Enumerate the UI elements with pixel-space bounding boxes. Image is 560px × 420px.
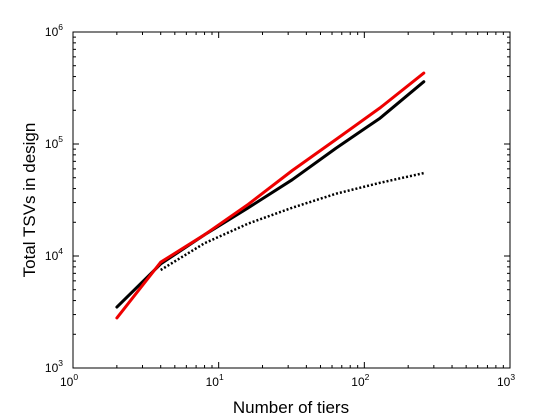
y-tick-label-exponent: 5	[58, 134, 63, 144]
y-tick-label-base: 10	[45, 249, 59, 263]
x-tick-label-base: 10	[60, 375, 74, 389]
x-tick-label: 103	[497, 372, 515, 389]
y-tick-label-exponent: 4	[58, 246, 63, 256]
x-tick-label: 102	[351, 372, 369, 389]
y-tick-label: 105	[45, 134, 63, 151]
y-tick-label: 104	[45, 246, 63, 263]
x-axis-title: Number of tiers	[233, 398, 349, 417]
x-tick-label-base: 10	[497, 375, 511, 389]
x-tick-label: 100	[60, 372, 78, 389]
series-line-black-dotted	[160, 171, 425, 272]
y-tick-label: 103	[45, 358, 63, 375]
y-tick-label-exponent: 6	[58, 22, 63, 32]
series-line-red	[115, 71, 426, 320]
x-tick-label: 101	[206, 372, 224, 389]
x-tick-label-exponent: 0	[73, 372, 78, 382]
x-tick-label-exponent: 2	[365, 372, 370, 382]
x-tick-label-exponent: 3	[510, 372, 515, 382]
x-tick-label-base: 10	[206, 375, 220, 389]
axis-ticks	[72, 31, 511, 369]
y-tick-label-base: 10	[45, 361, 59, 375]
series-lines	[115, 71, 426, 320]
y-tick-label-base: 10	[45, 137, 59, 151]
y-axis-title: Total TSVs in design	[20, 123, 39, 278]
plot-area	[72, 31, 511, 369]
y-tick-label-base: 10	[45, 25, 59, 39]
x-tick-label-base: 10	[351, 375, 365, 389]
y-tick-label: 106	[45, 22, 63, 39]
x-tick-label-exponent: 1	[219, 372, 224, 382]
y-tick-label-exponent: 3	[58, 358, 63, 368]
